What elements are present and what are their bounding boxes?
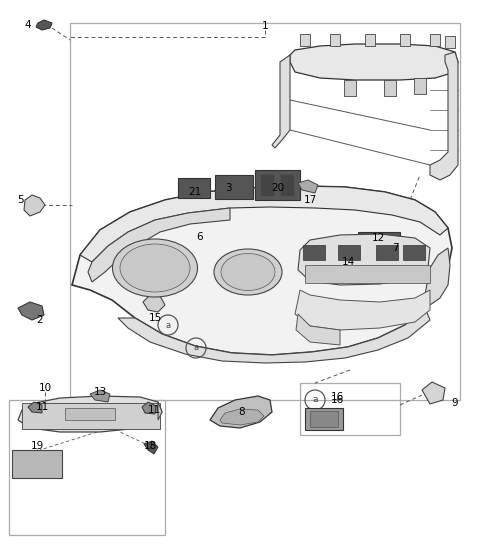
Text: 5: 5 xyxy=(17,195,24,205)
Polygon shape xyxy=(272,55,290,148)
Text: a: a xyxy=(312,396,318,404)
Polygon shape xyxy=(296,314,340,345)
Bar xyxy=(12,450,62,478)
Polygon shape xyxy=(425,248,450,305)
Bar xyxy=(310,411,338,427)
Text: 10: 10 xyxy=(38,383,51,393)
Polygon shape xyxy=(80,186,448,262)
Text: a: a xyxy=(193,343,199,352)
Polygon shape xyxy=(422,382,445,404)
Bar xyxy=(430,34,440,46)
Text: 16: 16 xyxy=(330,392,344,402)
Bar xyxy=(305,265,430,283)
Bar xyxy=(445,36,455,48)
Bar xyxy=(330,34,340,46)
Text: 9: 9 xyxy=(452,398,458,408)
Bar xyxy=(403,245,425,260)
Ellipse shape xyxy=(214,249,282,295)
Polygon shape xyxy=(298,180,318,193)
Text: 1: 1 xyxy=(262,21,268,31)
Bar xyxy=(400,34,410,46)
Text: 12: 12 xyxy=(372,233,384,243)
Bar xyxy=(303,245,325,260)
Polygon shape xyxy=(142,402,156,414)
Text: 3: 3 xyxy=(225,183,231,193)
Polygon shape xyxy=(298,234,430,285)
Bar xyxy=(300,34,310,46)
Text: 16: 16 xyxy=(330,395,344,405)
Polygon shape xyxy=(24,195,45,216)
Text: 8: 8 xyxy=(239,407,245,417)
Text: 2: 2 xyxy=(36,315,43,325)
Text: a: a xyxy=(166,321,170,330)
Bar xyxy=(65,408,115,420)
Polygon shape xyxy=(158,402,162,420)
Text: 21: 21 xyxy=(188,187,202,197)
Ellipse shape xyxy=(112,239,197,297)
Polygon shape xyxy=(220,409,264,425)
Polygon shape xyxy=(28,402,42,413)
Text: 13: 13 xyxy=(94,387,107,397)
Ellipse shape xyxy=(221,254,275,290)
Text: 11: 11 xyxy=(36,402,48,412)
Polygon shape xyxy=(18,396,162,432)
Text: 19: 19 xyxy=(30,441,44,451)
Bar xyxy=(178,178,210,198)
Bar xyxy=(305,408,343,430)
Text: 6: 6 xyxy=(197,232,204,242)
Bar xyxy=(344,80,356,96)
Polygon shape xyxy=(210,396,272,428)
Text: 17: 17 xyxy=(303,195,317,205)
Polygon shape xyxy=(143,295,165,312)
Bar xyxy=(365,34,375,46)
Polygon shape xyxy=(295,290,430,330)
Bar xyxy=(414,78,426,94)
Polygon shape xyxy=(290,44,458,80)
Bar xyxy=(215,175,253,199)
Polygon shape xyxy=(72,186,452,355)
Bar xyxy=(280,174,294,196)
Polygon shape xyxy=(118,308,430,363)
Polygon shape xyxy=(36,20,52,30)
Text: 4: 4 xyxy=(24,20,31,30)
Polygon shape xyxy=(88,208,230,282)
Bar xyxy=(255,170,300,200)
Polygon shape xyxy=(334,240,358,252)
Bar xyxy=(22,403,160,429)
Bar xyxy=(338,245,360,260)
Polygon shape xyxy=(90,390,110,402)
Text: 11: 11 xyxy=(147,405,161,415)
Polygon shape xyxy=(144,441,158,454)
Bar xyxy=(376,245,398,260)
Text: 20: 20 xyxy=(271,183,285,193)
Text: 14: 14 xyxy=(341,257,355,267)
Text: 7: 7 xyxy=(392,243,398,253)
Bar xyxy=(260,174,274,196)
Bar xyxy=(384,80,396,96)
Polygon shape xyxy=(430,52,458,180)
Text: 18: 18 xyxy=(144,441,156,451)
Bar xyxy=(300,383,400,435)
Ellipse shape xyxy=(120,244,190,292)
Text: 15: 15 xyxy=(148,313,162,323)
Bar xyxy=(70,23,460,400)
Bar xyxy=(9,400,165,535)
Bar xyxy=(358,232,400,260)
Polygon shape xyxy=(18,302,44,320)
